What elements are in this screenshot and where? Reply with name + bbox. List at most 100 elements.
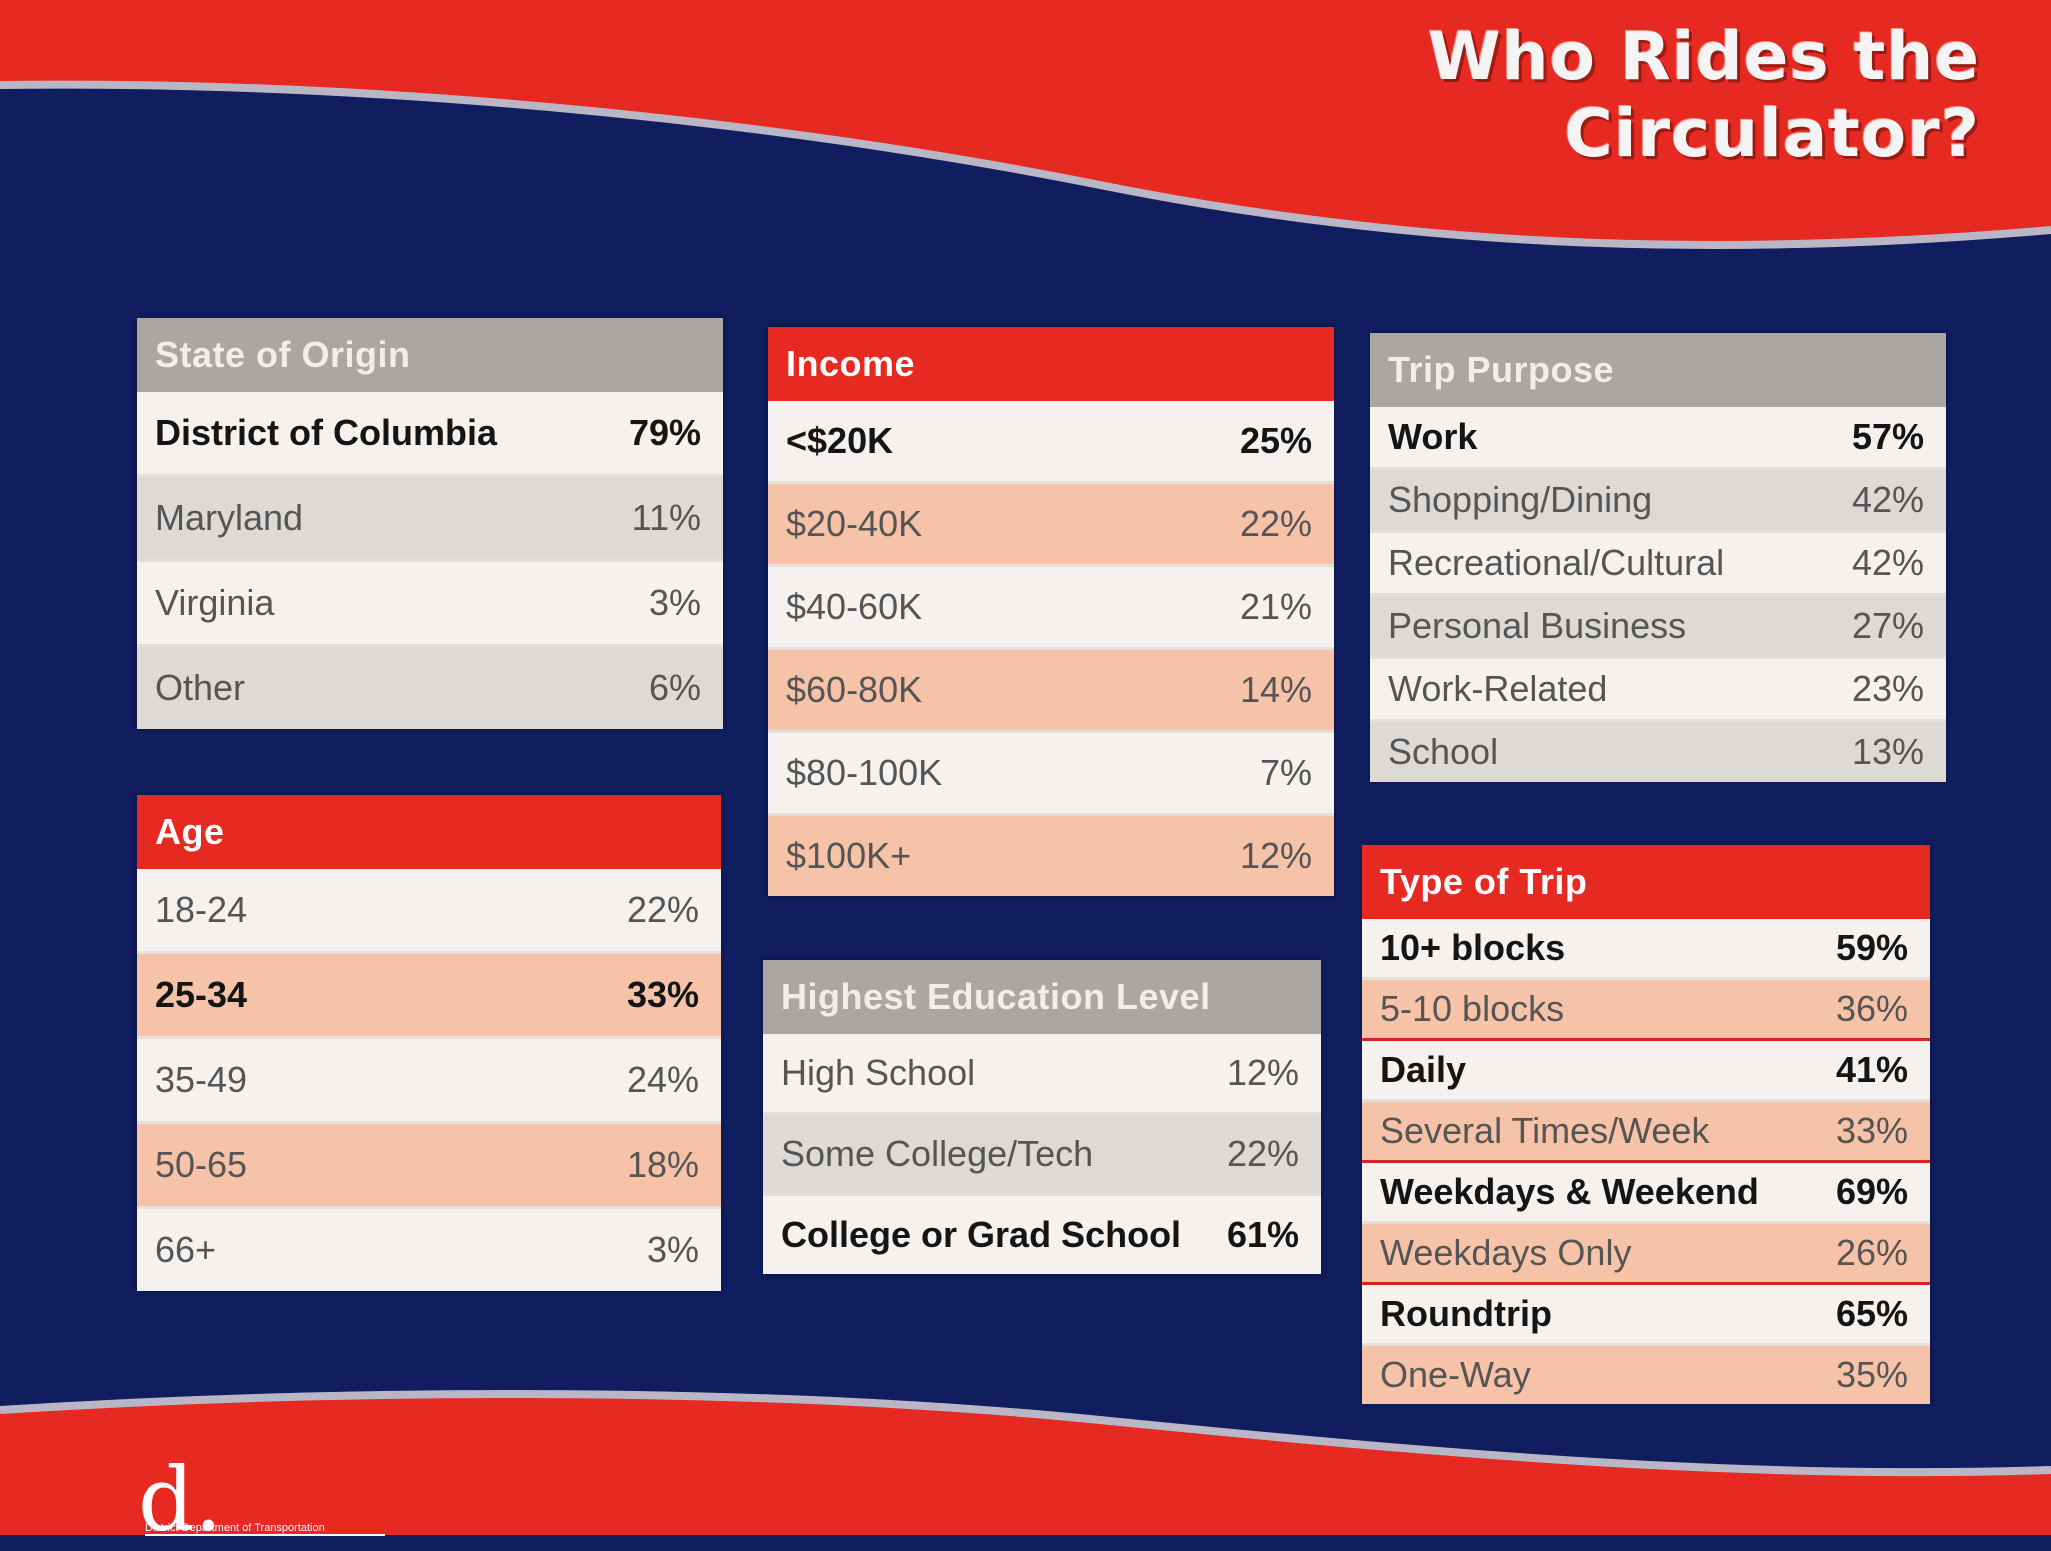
row-label: Recreational/Cultural xyxy=(1388,542,1725,583)
table-row: $100K+ 12% xyxy=(768,816,1334,896)
table-row: $80-100K 7% xyxy=(768,733,1334,816)
row-label: Some College/Tech xyxy=(781,1133,1094,1174)
table-row: Shopping/Dining 42% xyxy=(1370,470,1946,533)
income-header: Income xyxy=(768,327,1334,401)
row-value: 3% xyxy=(646,1229,699,1270)
table-row: One-Way 35% xyxy=(1362,1346,1930,1404)
education-header: Highest Education Level xyxy=(763,960,1321,1034)
row-label: $80-100K xyxy=(786,752,943,793)
row-value: 65% xyxy=(1835,1293,1908,1334)
row-value: 6% xyxy=(648,667,701,708)
table-row: 10+ blocks 59% xyxy=(1362,919,1930,980)
row-value: 22% xyxy=(1239,503,1312,544)
row-value: 59% xyxy=(1835,927,1908,968)
row-label: <$20K xyxy=(786,420,894,461)
table-row: Weekdays Only 26% xyxy=(1362,1224,1930,1285)
table-row: Some College/Tech 22% xyxy=(763,1115,1321,1196)
row-value: 12% xyxy=(1239,835,1312,876)
row-label: $100K+ xyxy=(786,835,912,876)
row-label: 25-34 xyxy=(155,974,248,1015)
table-row: $60-80K 14% xyxy=(768,650,1334,733)
row-value: 27% xyxy=(1851,605,1924,646)
row-label: 66+ xyxy=(155,1229,217,1270)
table-row: $40-60K 21% xyxy=(768,567,1334,650)
row-label: Roundtrip xyxy=(1380,1293,1552,1334)
row-value: 33% xyxy=(626,974,699,1015)
row-label: 50-65 xyxy=(155,1144,248,1185)
ddot-logo-text: District Department of Transportation xyxy=(145,1522,385,1536)
row-value: 41% xyxy=(1835,1049,1908,1090)
table-row: 25-34 33% xyxy=(137,954,721,1039)
table-row: 50-65 18% xyxy=(137,1124,721,1209)
row-label: Maryland xyxy=(155,497,304,538)
table-row: School 13% xyxy=(1370,722,1946,782)
row-label: 5-10 blocks xyxy=(1380,988,1565,1029)
row-value: 3% xyxy=(648,582,701,623)
table-row: High School 12% xyxy=(763,1034,1321,1115)
row-label: Work xyxy=(1388,416,1478,457)
row-label: Weekdays Only xyxy=(1380,1232,1632,1273)
table-row: District of Columbia 79% xyxy=(137,392,723,477)
row-label: Daily xyxy=(1380,1049,1467,1090)
row-value: 23% xyxy=(1851,668,1924,709)
row-value: 11% xyxy=(631,497,701,538)
row-label: High School xyxy=(781,1052,976,1093)
row-label: Personal Business xyxy=(1388,605,1687,646)
table-row: 18-24 22% xyxy=(137,869,721,954)
row-label: $60-80K xyxy=(786,669,923,710)
row-value: 69% xyxy=(1835,1171,1908,1212)
table-row: Maryland 11% xyxy=(137,477,723,562)
poster-title: Who Rides the Circulator? xyxy=(1427,18,1980,172)
income-panel: Income <$20K 25% $20-40K 22% $40-60K 21%… xyxy=(768,327,1334,896)
table-row: 66+ 3% xyxy=(137,1209,721,1291)
row-label: School xyxy=(1388,731,1499,772)
table-row: 35-49 24% xyxy=(137,1039,721,1124)
table-row: Personal Business 27% xyxy=(1370,596,1946,659)
state-of-origin-panel: State of Origin District of Columbia 79%… xyxy=(137,318,723,729)
type-of-trip-header: Type of Trip xyxy=(1362,845,1930,919)
education-panel: Highest Education Level High School 12% … xyxy=(763,960,1321,1274)
table-row: Daily 41% xyxy=(1362,1041,1930,1102)
row-value: 14% xyxy=(1239,669,1312,710)
row-value: 21% xyxy=(1239,586,1312,627)
row-value: 57% xyxy=(1851,416,1924,457)
table-row: Several Times/Week 33% xyxy=(1362,1102,1930,1163)
row-label: 10+ blocks xyxy=(1380,927,1566,968)
row-value: 7% xyxy=(1259,752,1312,793)
age-panel: Age 18-24 22% 25-34 33% 35-49 24% 50-65 … xyxy=(137,795,721,1291)
type-of-trip-panel: Type of Trip 10+ blocks 59% 5-10 blocks … xyxy=(1362,845,1930,1404)
row-value: 33% xyxy=(1835,1110,1908,1151)
row-value: 24% xyxy=(626,1059,699,1100)
row-value: 22% xyxy=(1226,1133,1299,1174)
table-row: Roundtrip 65% xyxy=(1362,1285,1930,1346)
row-label: College or Grad School xyxy=(781,1214,1182,1255)
table-row: College or Grad School 61% xyxy=(763,1196,1321,1274)
state-of-origin-header: State of Origin xyxy=(137,318,723,392)
trip-purpose-header: Trip Purpose xyxy=(1370,333,1946,407)
row-label: Shopping/Dining xyxy=(1388,479,1653,520)
table-row: <$20K 25% xyxy=(768,401,1334,484)
table-row: $20-40K 22% xyxy=(768,484,1334,567)
table-row: 5-10 blocks 36% xyxy=(1362,980,1930,1041)
row-value: 35% xyxy=(1835,1354,1908,1395)
row-label: Work-Related xyxy=(1388,668,1608,709)
row-value: 42% xyxy=(1851,542,1924,583)
table-row: Weekdays & Weekend 69% xyxy=(1362,1163,1930,1224)
row-label: $20-40K xyxy=(786,503,923,544)
row-value: 36% xyxy=(1835,988,1908,1029)
trip-purpose-panel: Trip Purpose Work 57% Shopping/Dining 42… xyxy=(1370,333,1946,782)
ddot-logo-mark: d. xyxy=(138,1448,223,1551)
row-label: Other xyxy=(155,667,246,708)
table-row: Other 6% xyxy=(137,647,723,729)
row-value: 22% xyxy=(626,889,699,930)
row-value: 12% xyxy=(1226,1052,1299,1093)
table-row: Work-Related 23% xyxy=(1370,659,1946,722)
row-value: 42% xyxy=(1851,479,1924,520)
row-label: $40-60K xyxy=(786,586,923,627)
row-value: 61% xyxy=(1226,1214,1299,1255)
row-label: District of Columbia xyxy=(155,412,498,453)
row-label: Several Times/Week xyxy=(1380,1110,1710,1151)
row-label: Virginia xyxy=(155,582,275,623)
row-label: Weekdays & Weekend xyxy=(1380,1171,1759,1212)
row-label: 18-24 xyxy=(155,889,248,930)
